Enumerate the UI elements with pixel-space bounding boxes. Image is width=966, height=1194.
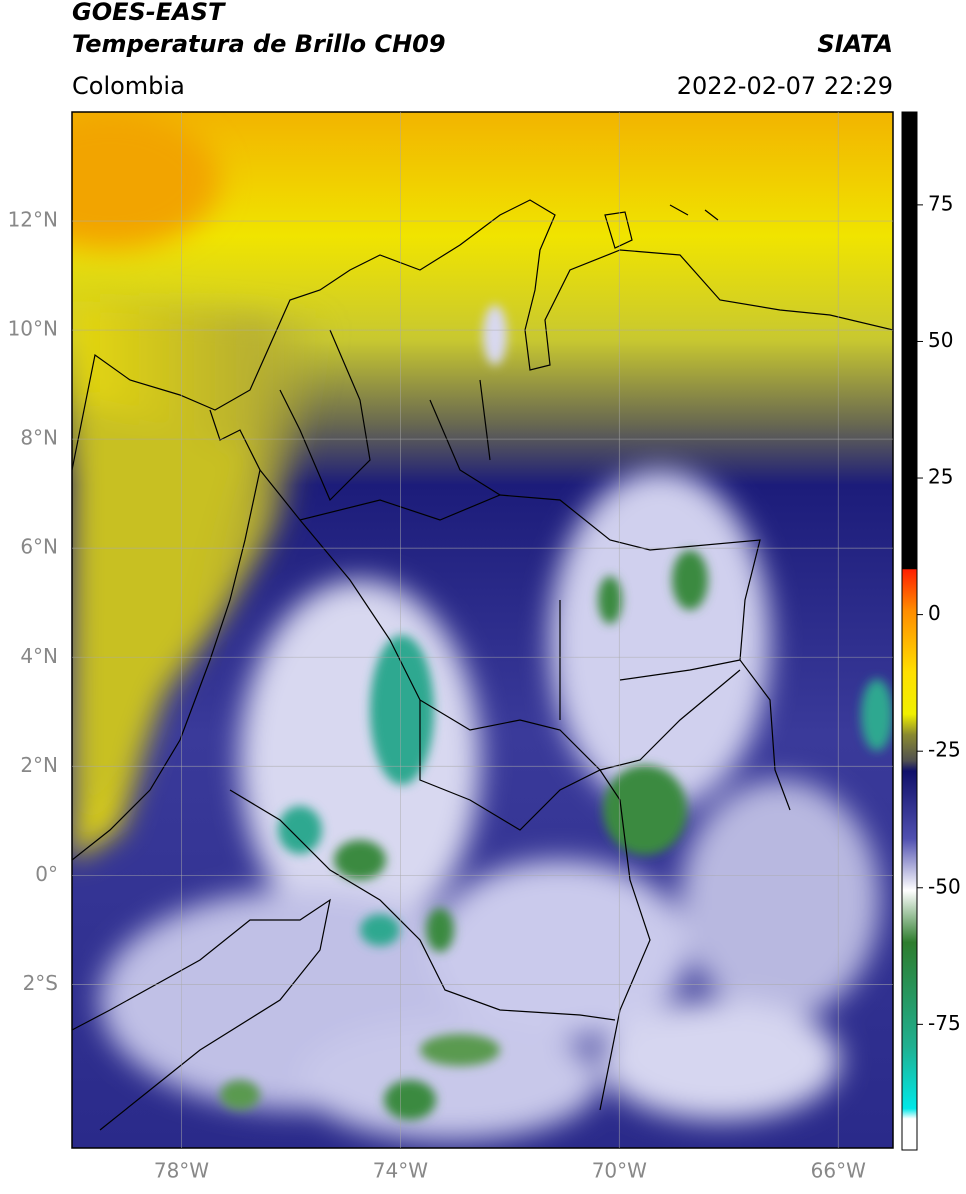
timestamp: 2022-02-07 22:29 [677,72,893,100]
y-tick-label: 10°N [8,317,58,341]
subtitle: Temperatura de Brillo CH09 [72,30,446,58]
x-tick-label: 78°W [154,1159,209,1183]
satellite-image [72,112,893,1148]
map-frame [71,111,894,1149]
y-tick-label: 12°N [8,208,58,232]
colorbar [901,111,918,1151]
colorbar-tick-label: -75 [928,1011,961,1035]
x-tick-label: 74°W [373,1159,428,1183]
colorbar-tick-label: 0 [928,601,941,625]
y-tick-label: 2°N [20,753,58,777]
y-tick-label: 6°N [20,535,58,559]
x-tick-label: 66°W [811,1159,866,1183]
y-tick-label: 8°N [20,426,58,450]
x-tick-label: 70°W [592,1159,647,1183]
colorbar-tick-label: 75 [928,191,953,215]
colorbar-tick-label: -50 [928,874,961,898]
agency: SIATA [817,30,893,58]
colorbar-tick-label: 25 [928,465,953,489]
title: GOES-EAST [72,0,226,26]
y-tick-label: 0° [35,862,58,886]
region: Colombia [72,72,185,100]
y-tick-label: 2°S [23,971,58,995]
colorbar-tick-label: -25 [928,738,961,762]
colorbar-tick-label: 50 [928,328,953,352]
y-tick-label: 4°N [20,644,58,668]
